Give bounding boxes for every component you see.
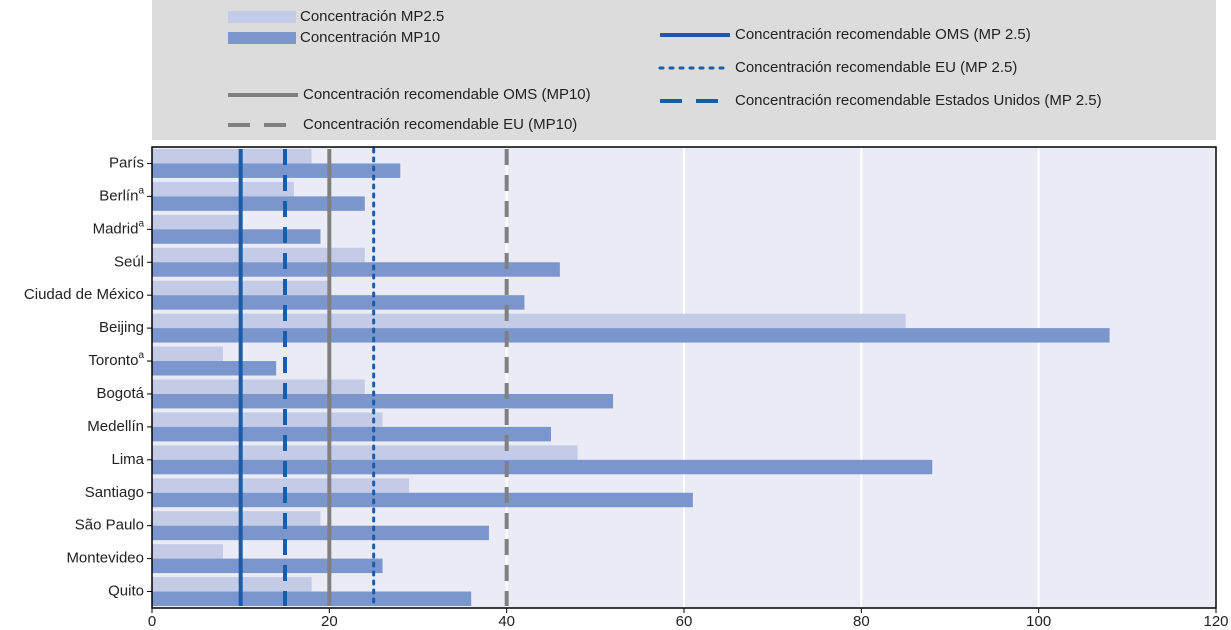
category-note: a bbox=[138, 350, 144, 361]
category-note: a bbox=[138, 218, 144, 229]
legend-label: Concentración recomendable OMS (MP 2.5) bbox=[735, 26, 1031, 43]
legend-label: Concentración recomendable OMS (MP10) bbox=[303, 86, 591, 103]
bar bbox=[152, 247, 365, 263]
category-name: Medellín bbox=[87, 418, 144, 435]
category-name: Berlín bbox=[99, 187, 138, 204]
bar bbox=[152, 163, 401, 178]
y-tick-label: São Paulo bbox=[75, 517, 144, 534]
legend-label: Concentración recomendable Estados Unido… bbox=[735, 92, 1102, 109]
x-tick-label: 80 bbox=[853, 613, 870, 630]
x-tick-label: 100 bbox=[1026, 613, 1051, 630]
y-tick-label: Santiago bbox=[85, 484, 144, 501]
plot-border bbox=[151, 146, 1217, 609]
x-tick-label: 120 bbox=[1203, 613, 1228, 630]
bar bbox=[152, 426, 551, 442]
category-name: Quito bbox=[108, 583, 144, 600]
category-name: São Paulo bbox=[75, 517, 144, 534]
y-tick-label: Ciudad de México bbox=[24, 286, 144, 303]
bar bbox=[152, 591, 472, 606]
bar bbox=[152, 544, 223, 559]
legend-label: Concentración MP10 bbox=[300, 29, 440, 46]
category-name: Montevideo bbox=[66, 550, 144, 567]
y-tick-label: Seúl bbox=[114, 253, 144, 270]
x-tick-label: 0 bbox=[148, 613, 156, 630]
y-tick-label: Montevideo bbox=[66, 550, 144, 567]
legend-label: Concentración MP2.5 bbox=[300, 8, 444, 25]
category-name: París bbox=[109, 154, 144, 171]
bar bbox=[152, 229, 321, 244]
category-name: Lima bbox=[111, 451, 144, 468]
category-name: Ciudad de México bbox=[24, 286, 144, 303]
y-tick-label: Medellín bbox=[87, 418, 144, 435]
legend-label: Concentración recomendable EU (MP 2.5) bbox=[735, 59, 1017, 76]
bar bbox=[152, 445, 578, 460]
y-tick-label: Quito bbox=[108, 583, 144, 600]
bar bbox=[152, 262, 560, 277]
y-tick-label: París bbox=[109, 154, 144, 171]
bar bbox=[152, 412, 383, 427]
category-note: a bbox=[138, 186, 144, 197]
bar bbox=[152, 196, 365, 211]
x-tick-label: 20 bbox=[321, 613, 338, 630]
bar bbox=[152, 328, 1110, 343]
category-name: Beijing bbox=[99, 319, 144, 336]
bar bbox=[152, 295, 525, 310]
x-tick-label: 60 bbox=[676, 613, 693, 630]
category-name: Santiago bbox=[85, 484, 144, 501]
y-tick-label: Bogotá bbox=[96, 385, 144, 402]
bar bbox=[152, 149, 312, 164]
bar bbox=[152, 558, 383, 574]
bar bbox=[152, 525, 489, 541]
bar bbox=[152, 346, 223, 362]
bar bbox=[152, 361, 277, 376]
x-tick-label: 40 bbox=[498, 613, 515, 630]
y-tick-label: Berlína bbox=[99, 186, 144, 205]
bar bbox=[152, 478, 410, 493]
y-tick-label: Torontoa bbox=[88, 350, 144, 369]
category-name: Bogotá bbox=[96, 385, 144, 402]
category-name: Seúl bbox=[114, 253, 144, 270]
bar bbox=[152, 577, 312, 592]
category-name: Toronto bbox=[88, 352, 138, 369]
bar bbox=[152, 459, 933, 475]
bar bbox=[152, 181, 294, 197]
legend-swatch bbox=[228, 11, 296, 23]
legend-box bbox=[152, 0, 1216, 140]
legend-swatch bbox=[228, 32, 296, 44]
bar bbox=[152, 492, 693, 508]
category-name: Madrid bbox=[93, 220, 139, 237]
bar bbox=[152, 313, 906, 329]
y-tick-label: Lima bbox=[111, 451, 144, 468]
bar bbox=[152, 393, 614, 409]
legend-label: Concentración recomendable EU (MP10) bbox=[303, 116, 577, 133]
bar bbox=[152, 511, 321, 526]
bar bbox=[152, 379, 365, 394]
y-tick-label: Beijing bbox=[99, 319, 144, 336]
y-tick-label: Madrida bbox=[93, 218, 145, 237]
bar bbox=[152, 214, 241, 230]
